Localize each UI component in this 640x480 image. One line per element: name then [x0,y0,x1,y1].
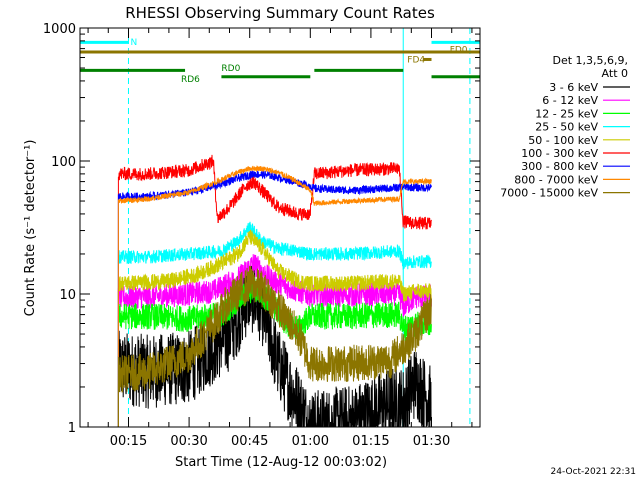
annotation-label-3: FD0 [450,46,468,56]
x-tick-label-2: 00:45 [231,434,268,449]
legend-label-4: 50 - 100 keV [528,134,598,147]
series-line-8 [117,266,432,427]
x-tick-label-3: 01:00 [292,434,329,449]
chart-title: RHESSI Observing Summary Count Rates [125,4,435,22]
plot-area: N RD0 RD6 FD0 FD4 [79,28,480,428]
series-line-7 [117,165,432,427]
legend-label-0: 3 - 6 keV [549,81,598,94]
x-tick-label-1: 00:30 [170,434,207,449]
legend-label-1: 6 - 12 keV [542,94,598,107]
y-tick-label-1: 10 [59,288,76,303]
x-tick-label-4: 01:15 [352,434,389,449]
legend-label-3: 25 - 50 keV [535,121,598,134]
legend-header-1: Att 0 [602,67,628,80]
series-line-4 [117,229,432,427]
timestamp: 24-Oct-2021 22:31 [551,467,636,477]
x-tick-label-5: 01:30 [413,434,450,449]
legend-label-2: 12 - 25 keV [535,107,598,120]
legend-label-6: 300 - 800 keV [521,160,598,173]
annotation-label-4: FD4 [407,55,425,65]
y-tick-label-3: 1000 [43,22,76,37]
annotation-label-0: N [131,38,138,48]
legend-header-0: Det 1,3,5,6,9, [552,54,628,67]
x-tick-label-0: 00:15 [110,434,147,449]
series-line-3 [117,221,432,427]
y-axis-label: Count Rate (s⁻¹ detector⁻¹) [23,140,38,317]
series-line-5 [117,154,432,427]
legend-label-5: 100 - 300 keV [521,147,598,160]
y-tick-label-0: 1 [68,421,76,436]
x-axis-label: Start Time (12-Aug-12 00:03:02) [175,455,387,470]
legend-label-7: 800 - 7000 keV [514,173,598,186]
annotation-label-1: RD0 [221,64,240,74]
annotation-label-2: RD6 [181,75,200,85]
series-line-1 [117,254,432,427]
y-tick-label-2: 100 [51,155,76,170]
legend-label-8: 7000 - 15000 keV [500,187,598,200]
plot-frame [79,27,481,428]
